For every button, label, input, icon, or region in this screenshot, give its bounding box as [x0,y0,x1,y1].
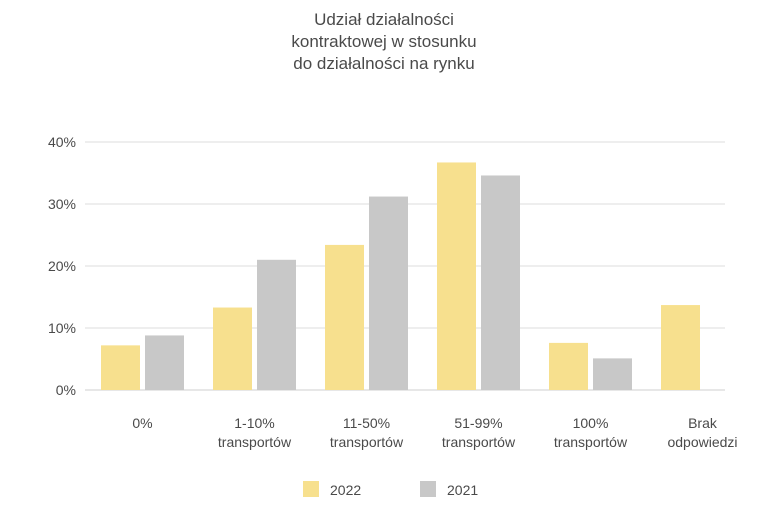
x-axis-ticks: 0% 1-10% transportów 11-50% transportów 51-99… [132,415,737,450]
x-tick-label: 0% [132,415,152,431]
x-tick-label: transportów [330,434,404,450]
x-tick-label: 1-10% [234,415,274,431]
y-tick-label: 0% [56,382,76,398]
x-tick-label: 51-99% [454,415,502,431]
x-tick-label: Brak [688,415,718,431]
x-tick-label: transportów [218,434,292,450]
y-tick-label: 30% [48,196,76,212]
y-tick-label: 40% [48,134,76,150]
x-tick-label: 100% [573,415,609,431]
bar-2022-0 [101,345,140,390]
legend: 2022 2021 [303,481,478,498]
x-tick-label: odpowiedzi [667,434,737,450]
bar-2021-0 [145,335,184,390]
y-tick-label: 20% [48,258,76,274]
bars [101,162,700,390]
bar-2022-5 [661,305,700,390]
chart-title-line: do działalności na rynku [293,54,474,73]
bar-2022-3 [437,162,476,390]
legend-label-2021: 2021 [447,482,478,498]
x-tick-label: transportów [442,434,516,450]
x-tick-label: transportów [554,434,628,450]
bar-2021-1 [257,259,296,390]
y-axis-ticks: 0% 10% 20% 30% 40% [48,134,76,398]
legend-label-2022: 2022 [330,482,361,498]
chart-title: Udział działalności kontraktowej w stosun… [291,10,476,73]
x-tick-label: 11-50% [343,415,390,431]
bar-2022-2 [325,244,364,390]
bar-2022-1 [213,307,252,390]
bar-2021-4 [593,358,632,390]
bar-2021-2 [369,196,408,390]
bar-2021-3 [481,175,520,390]
legend-swatch-2021 [420,481,436,497]
legend-swatch-2022 [303,481,319,497]
y-tick-label: 10% [48,320,76,336]
bar-2022-4 [549,342,588,390]
chart-title-line: Udział działalności [314,10,454,29]
chart-title-line: kontraktowej w stosunku [291,32,476,51]
